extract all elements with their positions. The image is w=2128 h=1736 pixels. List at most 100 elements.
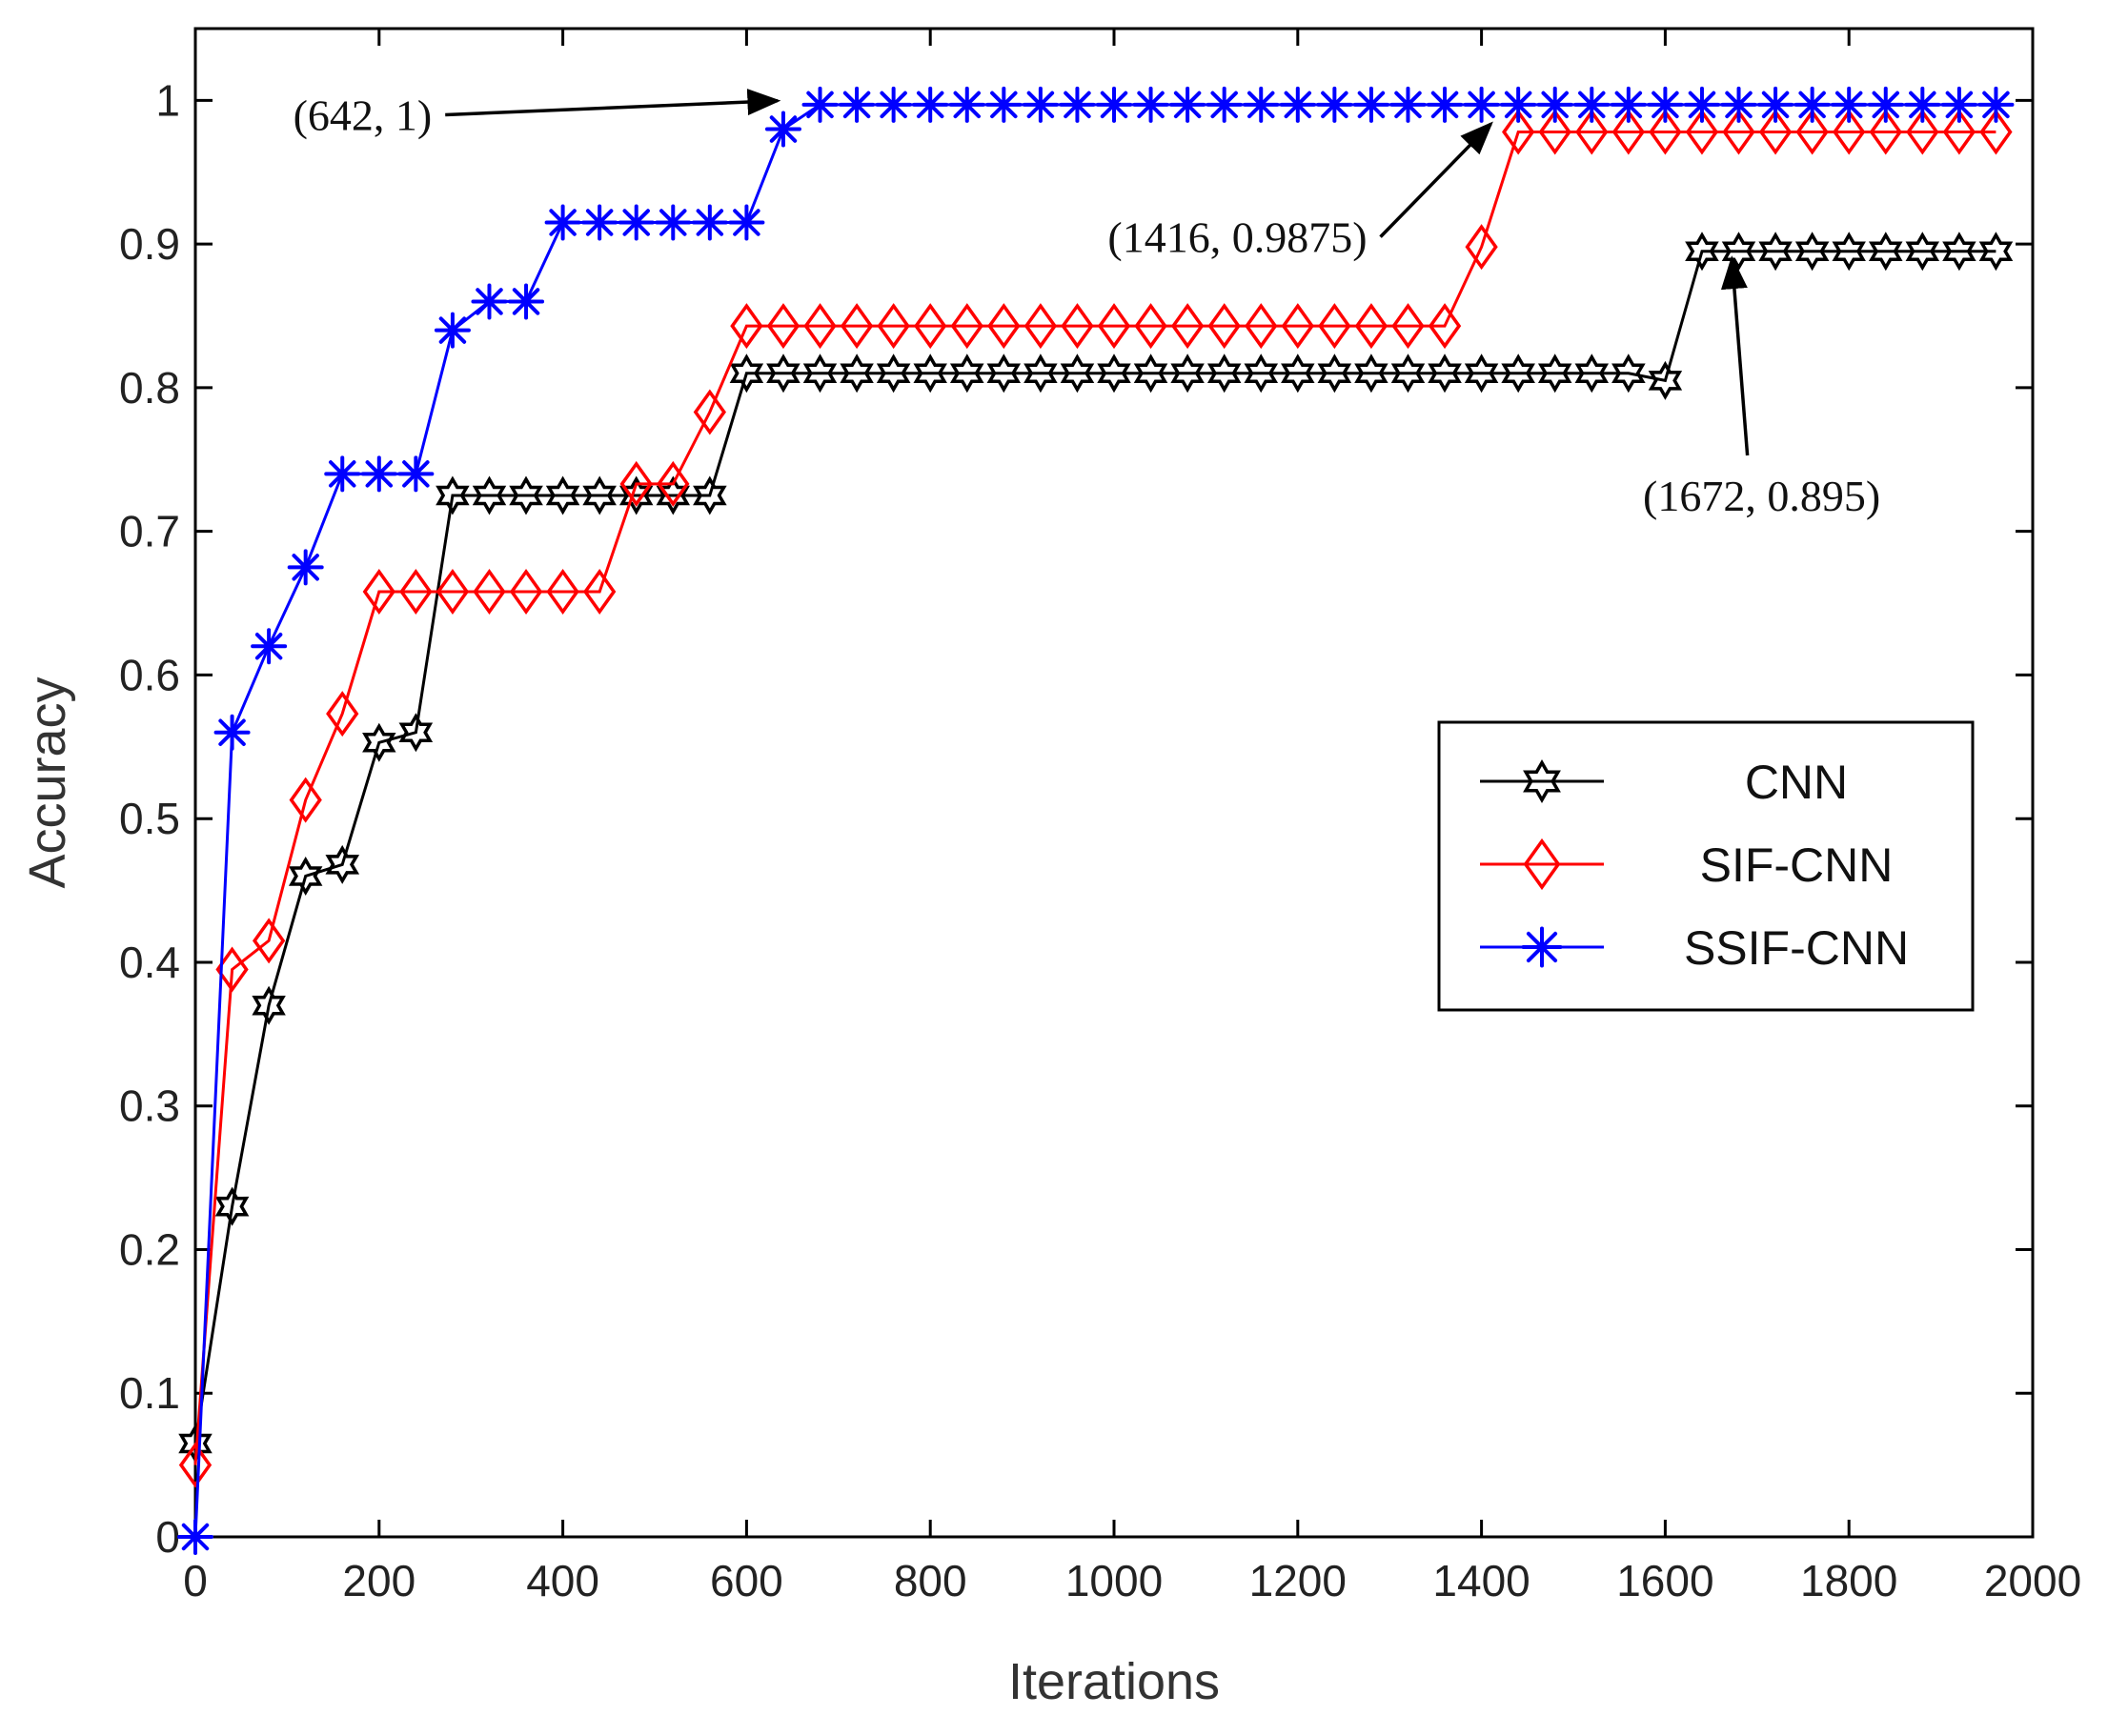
data-point-cnn (986, 353, 1022, 394)
data-point-sif-cnn (1942, 109, 1976, 155)
data-point-ssif-cnn (434, 312, 471, 349)
data-point-ssif-cnn (1757, 86, 1794, 123)
data-point-sif-cnn (546, 568, 579, 615)
data-point-sif-cnn (950, 303, 983, 350)
data-point-sif-cnn (987, 303, 1021, 350)
data-point-sif-cnn (583, 568, 617, 615)
y-axis-title: Accuracy (19, 676, 76, 888)
data-point-ssif-cnn (1389, 86, 1427, 123)
data-point-ssif-cnn (875, 86, 912, 123)
data-point-ssif-cnn (397, 455, 435, 493)
data-point-cnn (1905, 232, 1940, 272)
data-point-ssif-cnn (1316, 86, 1353, 123)
data-point-cnn (1942, 232, 1976, 272)
data-point-sif-cnn (1538, 109, 1571, 155)
data-point-sif-cnn (436, 568, 470, 615)
data-point-ssif-cnn (801, 86, 839, 123)
data-point-sif-cnn (1170, 303, 1205, 350)
data-point-sif-cnn (252, 918, 286, 964)
data-point-ssif-cnn (1463, 86, 1500, 123)
data-point-sif-cnn (1354, 303, 1388, 350)
data-point-cnn (1023, 353, 1058, 394)
data-point-sif-cnn (1134, 303, 1167, 350)
y-tick-label: 0.2 (119, 1224, 180, 1274)
data-point-sif-cnn (693, 389, 726, 435)
series-line-cnn (193, 250, 1996, 1444)
data-point-cnn (618, 475, 654, 515)
data-point-cnn (1133, 353, 1168, 394)
data-point-cnn (840, 353, 874, 394)
data-point-ssif-cnn (1867, 86, 1904, 123)
data-point-sif-cnn (1097, 303, 1131, 350)
data-point-cnn (1097, 353, 1131, 394)
data-point-sif-cnn (1245, 303, 1278, 350)
data-point-ssif-cnn (1683, 86, 1720, 123)
data-point-cnn (1574, 353, 1610, 394)
legend-label-sif-cnn: SIF-CNN (1700, 838, 1894, 892)
data-point-ssif-cnn (1022, 86, 1059, 123)
data-point-sif-cnn (914, 303, 947, 350)
data-point-ssif-cnn (912, 86, 949, 123)
series-cnn (178, 232, 2014, 1463)
data-point-sif-cnn (473, 568, 506, 615)
series-sif-cnn (178, 109, 2013, 1488)
data-point-cnn (1464, 353, 1499, 394)
data-point-cnn (1354, 353, 1388, 394)
series-layer (177, 86, 2015, 1555)
data-point-cnn (1648, 360, 1683, 400)
annotation-label: (1416, 0.9875) (1107, 213, 1367, 262)
data-point-ssif-cnn (1279, 86, 1316, 123)
data-point-cnn (1281, 353, 1315, 394)
data-point-sif-cnn (1649, 109, 1682, 155)
data-point-cnn (693, 475, 727, 515)
data-point-sif-cnn (1611, 109, 1645, 155)
data-point-sif-cnn (1722, 109, 1755, 155)
y-tick-label: 0.1 (119, 1368, 180, 1418)
data-point-ssif-cnn (471, 283, 508, 320)
data-point-ssif-cnn (1831, 86, 1868, 123)
data-point-cnn (325, 844, 360, 884)
y-tick-label: 0.5 (119, 794, 180, 843)
y-tick-label: 0.3 (119, 1081, 180, 1131)
data-point-sif-cnn (1391, 303, 1425, 350)
data-point-ssif-cnn (1977, 86, 2015, 123)
data-point-ssif-cnn (251, 628, 288, 665)
series-line-sif-cnn (193, 131, 1996, 1465)
data-point-ssif-cnn (1427, 86, 1464, 123)
data-point-cnn (472, 475, 507, 515)
data-point-ssif-cnn (764, 111, 801, 148)
data-point-sif-cnn (1758, 109, 1793, 155)
data-point-ssif-cnn (728, 204, 765, 241)
data-point-ssif-cnn (324, 455, 361, 493)
data-point-cnn (1244, 353, 1279, 394)
data-point-cnn (1685, 232, 1719, 272)
data-point-cnn (729, 353, 764, 394)
data-point-sif-cnn (766, 303, 801, 350)
legend-marker-sif-cnn (1523, 838, 1561, 891)
data-point-ssif-cnn (1610, 86, 1647, 123)
data-point-ssif-cnn (1132, 86, 1169, 123)
data-point-cnn (1868, 232, 1903, 272)
legend-entry-sif-cnn: SIF-CNN (1480, 838, 1893, 892)
data-point-ssif-cnn (1500, 86, 1537, 123)
data-point-cnn (288, 856, 323, 897)
data-point-ssif-cnn (360, 455, 397, 493)
data-point-cnn (1317, 353, 1352, 394)
data-point-ssif-cnn (1096, 86, 1132, 123)
data-point-ssif-cnn (1904, 86, 1941, 123)
data-point-cnn (1501, 353, 1535, 394)
legend-marker-cnn (1523, 758, 1561, 804)
data-point-sif-cnn (619, 460, 653, 507)
y-tick-label: 0.8 (119, 363, 180, 413)
y-tick-label: 0 (155, 1512, 180, 1562)
data-point-cnn (398, 713, 434, 753)
data-point-sif-cnn (1318, 303, 1351, 350)
data-point-cnn (1978, 232, 2014, 272)
data-point-cnn (214, 1186, 250, 1226)
y-tick-label: 0.7 (119, 507, 180, 556)
x-tick-label: 1400 (1432, 1556, 1530, 1605)
data-point-ssif-cnn (839, 86, 876, 123)
data-point-sif-cnn (1685, 109, 1719, 155)
annotation-layer: (642, 1) (1416, 0.9875) (1672, 0.895) (294, 89, 1880, 520)
data-point-ssif-cnn (1243, 86, 1280, 123)
